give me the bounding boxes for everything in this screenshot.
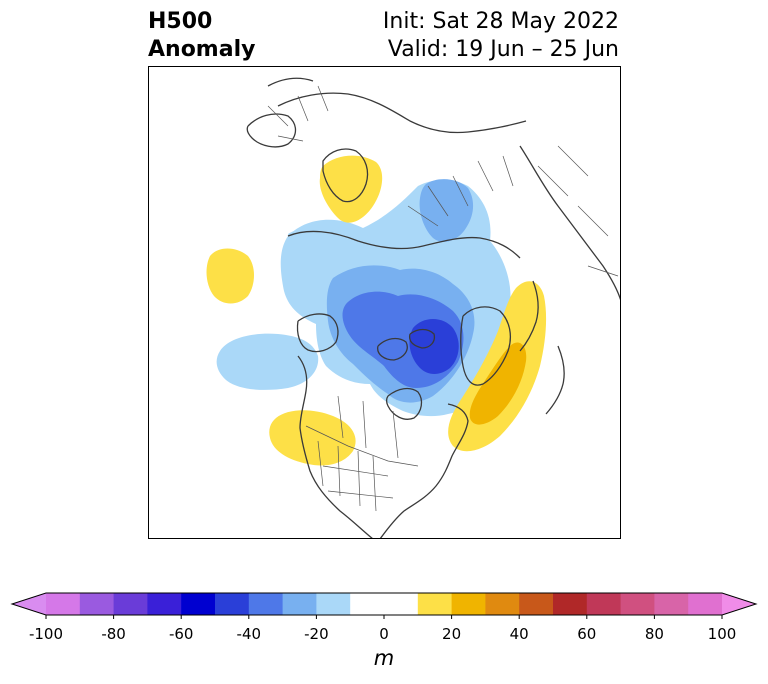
colorbar-segment bbox=[654, 593, 689, 615]
colorbar-segment bbox=[688, 593, 723, 615]
political-borders bbox=[267, 85, 619, 512]
coastline-kamchatka bbox=[519, 280, 539, 352]
colorbar-segment bbox=[519, 593, 554, 615]
border-canada-provinces bbox=[337, 395, 399, 459]
colorbar-tick-label: -40 bbox=[236, 625, 262, 643]
colorbar-tick-label: 0 bbox=[379, 625, 389, 643]
positive-anomaly-band-10-westus bbox=[269, 410, 356, 466]
coastlines bbox=[246, 77, 621, 539]
negative-anomaly-band-20-pacific bbox=[216, 333, 319, 390]
coastline-japan bbox=[545, 345, 565, 415]
title-right: Init: Sat 28 May 2022 Valid: 19 Jun – 25… bbox=[383, 8, 619, 64]
coastline-scandinavia bbox=[322, 148, 369, 203]
variable-title: H500 bbox=[148, 9, 213, 34]
product-title: Anomaly bbox=[148, 37, 256, 62]
colorbar-segment bbox=[282, 593, 317, 615]
colorbar-tick-label: -60 bbox=[168, 625, 194, 643]
negative-anomaly-band-20-bering bbox=[288, 228, 328, 256]
colorbar-under-arrow bbox=[12, 593, 46, 615]
border-us-canada bbox=[305, 425, 419, 467]
colorbar-tick-label: 40 bbox=[509, 625, 529, 643]
colorbar-segment bbox=[46, 593, 81, 615]
colorbar-segment bbox=[350, 593, 419, 615]
init-time: Init: Sat 28 May 2022 bbox=[382, 9, 619, 34]
border-europe bbox=[267, 85, 329, 142]
coastline-hudson-bay bbox=[385, 387, 423, 420]
negative-anomaly-band-50 bbox=[409, 319, 459, 374]
border-asia bbox=[537, 145, 619, 277]
colorbar-segment bbox=[553, 593, 588, 615]
colorbar-ticks bbox=[45, 615, 723, 619]
coastline-siberia bbox=[287, 230, 521, 259]
colorbar-segment bbox=[485, 593, 520, 615]
coastline-europe bbox=[246, 77, 314, 148]
positive-anomaly-band-20-atlantic bbox=[469, 342, 527, 425]
colorbar-tick-label: 20 bbox=[442, 625, 462, 643]
coastline-north-america-east bbox=[379, 403, 469, 539]
title-left: H500 Anomaly bbox=[148, 8, 255, 64]
colorbar-unit-label: m bbox=[373, 646, 395, 670]
coastline-greenland bbox=[460, 306, 511, 386]
colorbar-over-arrow bbox=[722, 593, 756, 615]
border-russia-regions bbox=[407, 155, 514, 227]
colorbar-segment bbox=[181, 593, 216, 615]
coastline-arctic-islands bbox=[377, 328, 436, 361]
colorbar-segment bbox=[113, 593, 148, 615]
colorbar-tick-label: 60 bbox=[577, 625, 597, 643]
colorbar-segment bbox=[316, 593, 351, 615]
colorbar-segments bbox=[46, 593, 723, 615]
colorbar-segment bbox=[248, 593, 284, 615]
colorbar-tick-label: 80 bbox=[644, 625, 664, 643]
colorbar-tick-label: 100 bbox=[707, 625, 737, 643]
coastline-eurasia-north bbox=[277, 92, 527, 134]
coastline-alaska bbox=[296, 313, 339, 353]
colorbar-segment bbox=[451, 593, 486, 615]
positive-anomaly-band-10-scandinavia bbox=[319, 155, 383, 223]
coastline-eurasia-east bbox=[519, 145, 621, 302]
colorbar-segment bbox=[215, 593, 250, 615]
positive-anomaly-band-10-pacific bbox=[206, 248, 254, 304]
colorbar-segment bbox=[417, 593, 453, 615]
coastline-north-america-west bbox=[297, 355, 374, 539]
valid-time: Valid: 19 Jun – 25 Jun bbox=[387, 37, 619, 62]
border-us-states bbox=[317, 440, 394, 512]
colorbar-tick-label: -100 bbox=[28, 625, 64, 643]
colorbar-segment bbox=[620, 593, 655, 615]
colorbar-tick-label: -80 bbox=[101, 625, 126, 643]
colorbar-segment bbox=[79, 593, 115, 615]
colorbar bbox=[10, 592, 758, 619]
colorbar-segment bbox=[586, 593, 622, 615]
anomaly-map bbox=[148, 66, 621, 539]
negative-anomaly-band-30-siberia bbox=[419, 179, 474, 242]
map-frame bbox=[148, 66, 621, 539]
colorbar-tick-label: -20 bbox=[304, 625, 329, 643]
map-content bbox=[148, 66, 621, 539]
colorbar-segment bbox=[147, 593, 182, 615]
